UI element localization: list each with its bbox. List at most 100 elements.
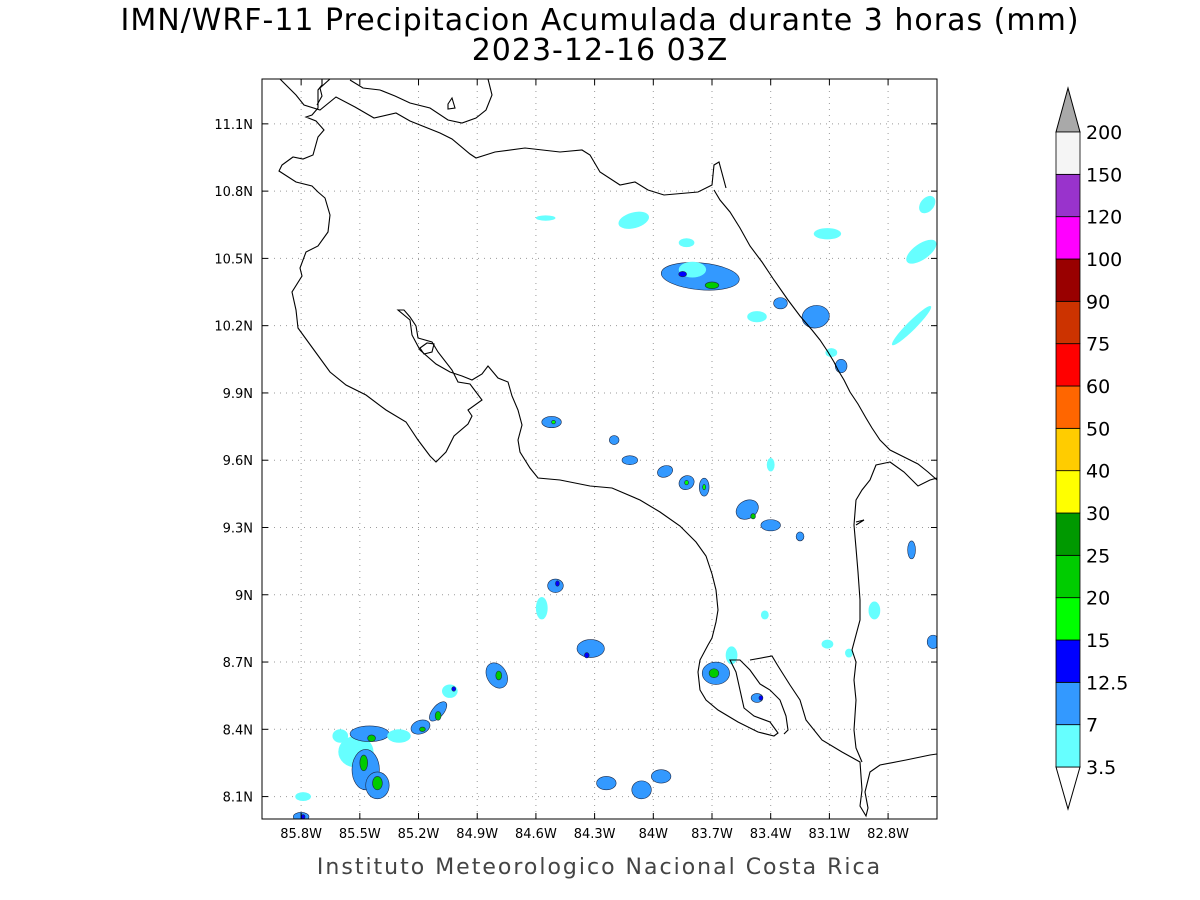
precip-cell: [410, 719, 431, 735]
colorbar-level-label: 50: [1086, 418, 1110, 440]
precip-cell: [535, 597, 548, 620]
lon-tick-label: 84.6W: [515, 827, 557, 842]
lat-tick-label: 9.3N: [223, 521, 253, 536]
precip-cell: [766, 457, 775, 472]
axis-ticks: 85.8W 85.5W 85.2W 84.9W 84.6W 84.3W 84W 83.7W 83…: [214, 79, 937, 842]
precip-cell: [359, 754, 368, 772]
colorbar-level-label: 3.5: [1086, 757, 1116, 779]
precip-cell: [372, 776, 383, 791]
precip-cell: [631, 780, 652, 800]
lat-tick-label: 9N: [235, 589, 253, 604]
guanacaste-coast: [278, 79, 789, 737]
colorbar-swatch: [1055, 554, 1081, 599]
colorbar-level-label: 7: [1086, 715, 1098, 737]
lat-tick-label: 8.1N: [223, 791, 253, 806]
precip-cell: [919, 195, 936, 214]
colorbar-swatch: [1055, 597, 1081, 641]
colorbar-level-label: 200: [1086, 122, 1122, 144]
precip-cell: [547, 578, 564, 593]
footer-institution: Instituto Meteorologico Nacional Costa R…: [316, 855, 883, 880]
colorbar-swatch: [1055, 216, 1081, 260]
precip-cell: [584, 652, 590, 659]
precip-cell: [821, 639, 834, 649]
lat-tick-label: 11.1N: [214, 118, 253, 133]
precip-cell: [419, 726, 426, 732]
north-coast-tip: [349, 79, 493, 124]
precip-cell: [495, 670, 502, 681]
precip-cell: [678, 271, 687, 278]
colorbar-under-arrow: [1055, 766, 1081, 811]
lat-tick-label: 9.9N: [223, 387, 253, 402]
precip-cell: [608, 435, 620, 445]
colorbar-swatch: [1055, 131, 1081, 175]
precip-cell: [758, 695, 764, 701]
colorbar-level-label: 60: [1086, 376, 1110, 398]
map-subtitle-date: 2023-12-16 03Z: [471, 33, 729, 68]
precip-cell: [906, 239, 937, 264]
nicaragua-north-shore: [316, 79, 331, 106]
precip-cell: [442, 684, 458, 698]
precip-cell: [907, 540, 916, 560]
golfo-dulce-coast: [749, 655, 937, 818]
precip-cell: [747, 311, 767, 323]
precip-cell: [621, 455, 638, 465]
precip-cell: [750, 513, 756, 520]
colorbar-swatch: [1055, 343, 1081, 387]
colorbar-swatch: [1055, 512, 1081, 556]
lat-tick-label: 8.7N: [223, 656, 253, 671]
lat-tick-label: 8.4N: [223, 723, 253, 738]
precip-cell: [387, 729, 411, 743]
precip-cell: [868, 601, 881, 620]
lat-tick-label: 10.2N: [214, 320, 253, 335]
precip-cell: [300, 814, 306, 819]
precip-cell: [555, 580, 560, 587]
precip-cell: [367, 734, 376, 742]
colorbar-level-label: 75: [1086, 334, 1110, 356]
colorbar-level-label: 20: [1086, 588, 1110, 610]
colorbar-swatch: [1055, 173, 1081, 218]
colorbar-level-label: 15: [1086, 630, 1110, 652]
colorbar-legend: 3.5 7 12.5 15 20 25 30 40 50 60 75 90 100 120 150 200: [1055, 86, 1128, 811]
colorbar-level-label: 100: [1086, 249, 1122, 271]
precip-cell: [773, 297, 788, 310]
precip-cell: [684, 480, 689, 486]
colorbar-level-label: 40: [1086, 461, 1110, 483]
precip-cell: [678, 238, 695, 248]
precip-cell: [825, 348, 838, 358]
precip-cell: [704, 281, 720, 289]
precip-cell: [551, 419, 556, 425]
lon-tick-label: 83.1W: [808, 827, 850, 842]
colorbar-level-label: 25: [1086, 545, 1110, 567]
colorbar-swatch: [1055, 258, 1081, 302]
precip-cell: [702, 484, 707, 491]
lon-tick-label: 85.5W: [339, 827, 381, 842]
colorbar-over-arrow: [1055, 86, 1081, 133]
colorbar-swatch: [1055, 385, 1081, 429]
island-icon: [447, 96, 456, 110]
precip-cell: [596, 776, 617, 791]
precip-cell: [657, 465, 673, 478]
precip-cell: [535, 215, 556, 221]
lon-tick-label: 82.8W: [867, 827, 909, 842]
lake-nicaragua-shore: [279, 79, 727, 196]
map-gridlines: [262, 79, 937, 819]
precip-cell: [760, 610, 769, 620]
precip-cell: [926, 634, 937, 649]
caribbean-coast: [713, 189, 937, 481]
colorbar-level-label: 30: [1086, 503, 1110, 525]
lon-tick-label: 83.7W: [691, 827, 733, 842]
precip-cell: [725, 646, 738, 665]
colorbar-swatch: [1055, 300, 1081, 345]
precip-cell: [708, 668, 720, 679]
precip-cell: [813, 228, 842, 240]
nicoya-inlet-island: [419, 342, 435, 355]
colorbar-level-label: 12.5: [1086, 672, 1128, 694]
colorbar-level-label: 150: [1086, 164, 1122, 186]
precip-cell: [834, 359, 848, 374]
colorbar-swatch: [1055, 724, 1081, 768]
precip-cell: [891, 306, 932, 346]
precip-cell: [295, 792, 311, 802]
coastline-borders: [278, 79, 937, 818]
map-title: IMN/WRF-11 Precipitacion Acumulada duran…: [120, 3, 1080, 38]
